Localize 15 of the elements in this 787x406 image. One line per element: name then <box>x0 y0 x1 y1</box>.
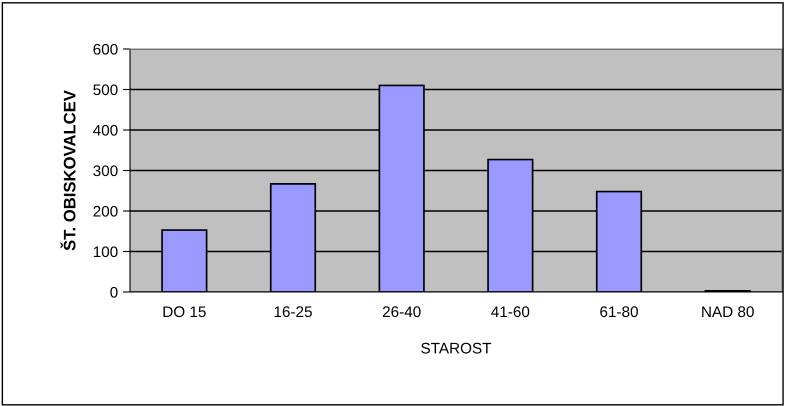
x-tick-label: DO 15 <box>164 306 206 318</box>
y-tick-label: 300 <box>93 165 118 176</box>
y-tick-label: 500 <box>93 84 118 96</box>
y-tick-label: 200 <box>93 206 118 217</box>
y-axis-title: ŠT. OBISKOVALCEV <box>60 90 76 250</box>
y-tick-label: 400 <box>93 124 118 136</box>
y-tick-label: 600 <box>93 44 118 55</box>
x-tick-label: 16-25 <box>274 306 312 318</box>
x-tick-label: 26-40 <box>382 306 421 318</box>
x-tick-label: 41-60 <box>491 306 530 318</box>
x-tick-label: 61-80 <box>600 306 638 318</box>
y-tick-label: 100 <box>94 246 118 258</box>
y-tick-label: 0 <box>110 286 118 298</box>
x-tick-label: NAD 80 <box>702 306 754 318</box>
x-axis-title: STAROST <box>421 342 492 354</box>
